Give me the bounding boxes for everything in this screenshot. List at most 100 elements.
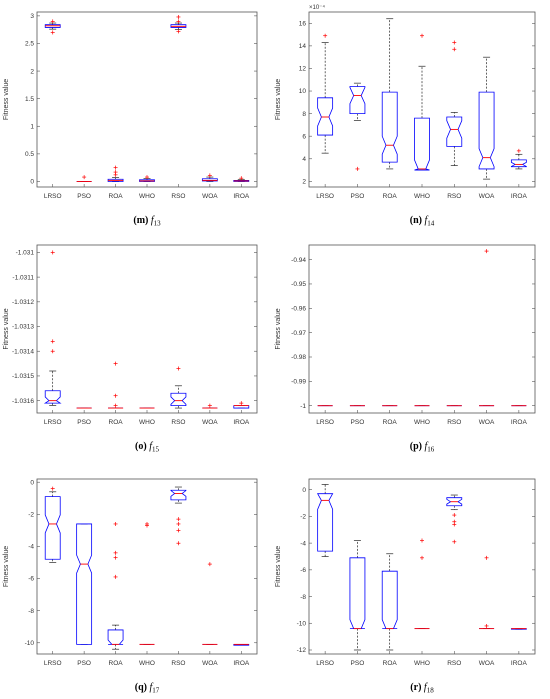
- x-tick-label: WHO: [139, 660, 155, 667]
- outlier-marker: [452, 539, 457, 544]
- caption-letter: (r): [410, 682, 424, 693]
- box-IROA: [233, 643, 250, 646]
- caption-function: f: [149, 682, 153, 693]
- outlier-marker: [484, 623, 489, 628]
- x-tick-label: ROA: [109, 193, 124, 200]
- x-tick-label: PSO: [351, 193, 365, 200]
- iqr-box: [446, 116, 463, 147]
- y-tick-label: -1.0315: [12, 373, 34, 380]
- outlier-marker: [113, 574, 118, 579]
- x-tick-label: RSO: [171, 419, 185, 426]
- box-LRSO: [44, 486, 61, 563]
- box-LRSO: [44, 19, 61, 35]
- outlier-marker: [50, 339, 55, 344]
- y-axis-label: Fitness value: [3, 79, 10, 120]
- y-tick-label: 3: [30, 13, 34, 20]
- panel-caption: (q) f17: [135, 682, 160, 695]
- outlier-marker: [176, 14, 181, 19]
- plot-frame: [36, 478, 258, 655]
- box-LRSO: [316, 484, 334, 557]
- y-tick-label: 0: [302, 487, 306, 494]
- chart-panel-5: -10 -8 -6 -4 -2 0 LRSO PSO ROA WHO RSO WOA IROA Fitne…: [3, 478, 258, 695]
- outlier-marker: [50, 349, 55, 354]
- x-tick-label: PSO: [351, 419, 365, 426]
- y-tick-label: 8: [302, 111, 306, 118]
- y-tick-label: -1.0316: [12, 398, 34, 405]
- iqr-box: [170, 489, 187, 501]
- outlier-marker: [239, 401, 244, 406]
- iqr-box: [107, 178, 124, 182]
- outlier-marker: [176, 29, 181, 34]
- y-tick-label: -10: [25, 640, 35, 647]
- box-ROA: [107, 165, 124, 182]
- y-tick-label: -0.98: [291, 354, 306, 361]
- x-tick-label: WOA: [202, 193, 218, 200]
- x-tick-label: WOA: [479, 419, 495, 426]
- caption-subscript: 15: [152, 446, 160, 454]
- x-tick-label: ROA: [383, 193, 398, 200]
- y-tick-label: -10: [297, 620, 307, 627]
- x-tick-label: IROA: [511, 193, 528, 200]
- x-tick-label: RSO: [447, 419, 461, 426]
- y-tick-label: 12: [299, 66, 307, 73]
- outlier-marker: [113, 170, 118, 175]
- box-WOA: [202, 562, 218, 645]
- caption-function: f: [424, 441, 428, 452]
- caption-letter: (n): [410, 215, 425, 226]
- box-PSO: [349, 82, 366, 171]
- outlier-marker: [145, 175, 149, 180]
- iqr-box: [381, 91, 398, 163]
- x-tick-label: LRSO: [44, 419, 62, 426]
- caption-subscript: 14: [427, 220, 435, 228]
- y-tick-label: -1: [300, 403, 306, 410]
- y-tick-label: -8: [28, 608, 34, 615]
- x-tick-label: ROA: [383, 660, 398, 667]
- iqr-box: [170, 392, 187, 406]
- outlier-marker: [239, 176, 244, 181]
- iqr-box: [349, 86, 366, 115]
- box-WHO: [414, 538, 430, 630]
- outlier-marker: [82, 175, 87, 180]
- outlier-marker: [50, 30, 55, 35]
- y-axis-label: Fitness value: [275, 79, 282, 120]
- y-tick-label: 2: [302, 179, 306, 186]
- outlier-marker: [207, 173, 212, 178]
- box-RSO: [170, 486, 187, 546]
- outlier-marker: [516, 148, 521, 153]
- y-tick-label: -0.99: [291, 379, 306, 386]
- outlier-marker: [420, 538, 424, 543]
- x-tick-label: ROA: [109, 419, 124, 426]
- panel-caption: (r) f18: [410, 682, 434, 695]
- outlier-marker: [50, 486, 55, 491]
- y-tick-label: -0.97: [291, 330, 306, 337]
- caption-function: f: [424, 682, 428, 693]
- axis-multiplier: ×10⁻⁴: [309, 4, 325, 11]
- caption-letter: (o): [135, 441, 149, 452]
- y-tick-label: 0: [30, 479, 34, 486]
- x-tick-label: LRSO: [44, 660, 62, 667]
- iqr-box: [76, 523, 93, 645]
- y-tick-label: 0: [30, 179, 34, 186]
- panel-caption: (p) f16: [410, 441, 435, 454]
- x-tick-label: WHO: [139, 419, 155, 426]
- iqr-box: [478, 91, 495, 170]
- outlier-marker: [113, 403, 118, 408]
- outlier-marker: [176, 528, 181, 533]
- panel-caption: (m) f13: [133, 215, 161, 228]
- x-tick-label: PSO: [77, 660, 91, 667]
- y-axis-label: Fitness value: [275, 546, 282, 587]
- box-IROA: [510, 628, 527, 630]
- y-tick-label: 6: [302, 133, 306, 140]
- caption-subscript: 18: [427, 687, 435, 695]
- outlier-marker: [207, 403, 212, 408]
- iqr-box: [107, 629, 124, 645]
- iqr-box: [44, 496, 61, 560]
- outlier-marker: [113, 361, 118, 366]
- iqr-box: [317, 97, 334, 136]
- y-tick-label: -6: [28, 576, 34, 583]
- iqr-box: [201, 178, 218, 182]
- box-WHO: [139, 175, 155, 182]
- y-tick-label: -8: [300, 594, 306, 601]
- iqr-box: [510, 159, 527, 168]
